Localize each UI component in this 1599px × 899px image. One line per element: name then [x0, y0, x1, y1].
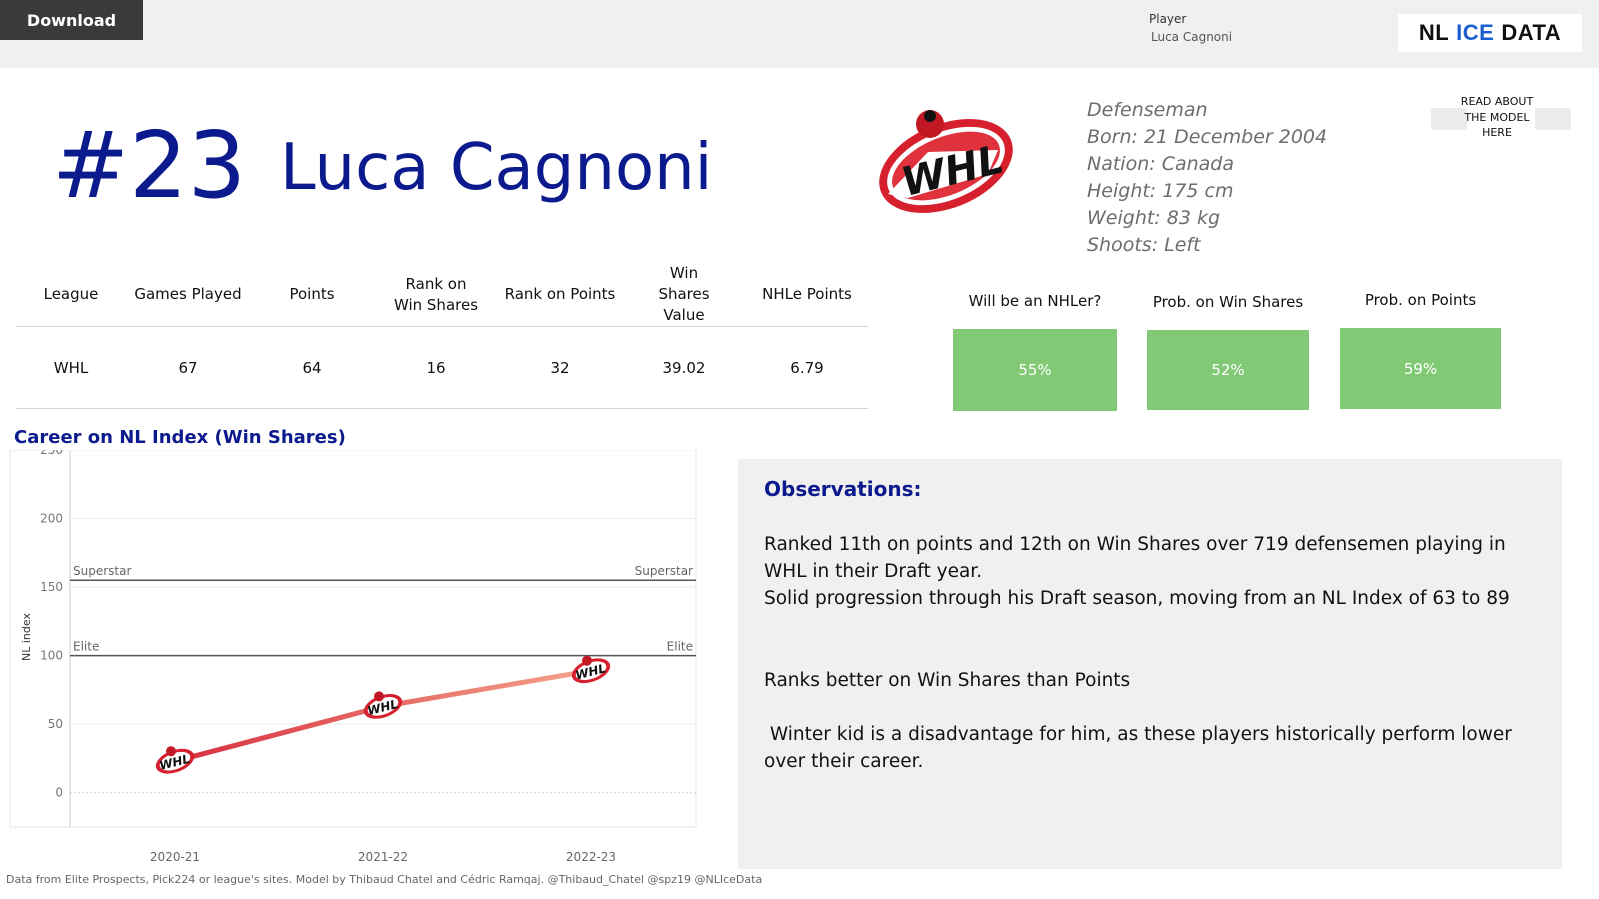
- x-tick-label: 2021-22: [358, 850, 408, 864]
- x-tick-label: 2022-23: [566, 850, 616, 864]
- y-tick-label: 100: [40, 649, 63, 663]
- player-name: Luca Cagnoni: [280, 131, 713, 205]
- observation-2: Solid progression through his Draft seas…: [764, 588, 1510, 609]
- whl-logo-icon: [360, 689, 406, 724]
- player-bio: Defenseman Born: 21 December 2004 Nation…: [1087, 97, 1327, 259]
- y-tick-label: 50: [48, 717, 63, 731]
- bio-height: Height: 175 cm: [1087, 180, 1234, 202]
- whl-logo-icon: [152, 744, 198, 779]
- logo-part-ice: ICE: [1456, 20, 1495, 45]
- link-decoration-left: [1431, 108, 1467, 130]
- cell-games-played: 67: [126, 326, 250, 409]
- cell-league: WHL: [16, 326, 126, 409]
- player-filter-label: Player: [1149, 12, 1187, 26]
- reference-label-left: Superstar: [73, 564, 131, 578]
- observation-1: Ranked 11th on points and 12th on Win Sh…: [764, 534, 1506, 582]
- cell-win-shares-value: 39.02: [622, 326, 746, 409]
- jersey-number: #23: [52, 112, 247, 219]
- prob-title-win-shares: Prob. on Win Shares: [1152, 293, 1304, 311]
- footer-credits: Data from Elite Prospects, Pick224 or le…: [6, 873, 763, 886]
- stats-table: League Games Played Points Rank on Win S…: [16, 263, 868, 409]
- reference-label-right: Superstar: [635, 564, 693, 578]
- cell-nhle-points: 6.79: [746, 326, 868, 409]
- prob-card-win-shares: Prob. on Win Shares 52%: [1147, 284, 1309, 410]
- prob-card-points: Prob. on Points 59%: [1340, 282, 1501, 409]
- stats-header-row: League Games Played Points Rank on Win S…: [16, 263, 868, 327]
- col-win-shares-value: Win Shares Value: [658, 264, 710, 324]
- y-tick-label: 150: [40, 580, 63, 594]
- bio-position: Defenseman: [1087, 99, 1208, 121]
- observations-panel: Observations: Ranked 11th on points and …: [738, 459, 1562, 869]
- read-about-model-link[interactable]: READ ABOUT THE MODEL HERE: [1423, 78, 1571, 160]
- prob-value-nhler: 55%: [953, 329, 1117, 411]
- y-tick-label: 0: [55, 786, 63, 800]
- prob-card-nhler: Will be an NHLer? 55%: [953, 283, 1117, 411]
- bio-weight: Weight: 83 kg: [1087, 207, 1221, 229]
- logo-part-nl: NL: [1418, 20, 1450, 45]
- x-tick-label: 2020-21: [150, 850, 200, 864]
- download-button[interactable]: Download: [0, 0, 143, 40]
- prob-title-points: Prob. on Points: [1364, 291, 1477, 309]
- observations-heading: Observations:: [764, 477, 922, 501]
- col-rank-win-shares: Rank on Win Shares: [393, 274, 479, 314]
- y-tick-label: 200: [40, 512, 63, 526]
- reference-label-left: Elite: [73, 640, 99, 654]
- nl-ice-data-logo: NL ICE DATA: [1398, 14, 1582, 52]
- y-tick-label: 250: [40, 450, 63, 457]
- cell-rank-win-shares: 16: [374, 326, 498, 409]
- model-link-line2: THE MODEL: [1464, 110, 1530, 124]
- table-row: WHL 67 64 16 32 39.02 6.79: [16, 326, 868, 409]
- cell-rank-points: 32: [498, 326, 622, 409]
- prob-title-nhler: Will be an NHLer?: [968, 292, 1102, 310]
- player-filter-value[interactable]: Luca Cagnoni: [1151, 30, 1233, 44]
- y-axis-label: NL index: [20, 613, 33, 661]
- bio-shoots: Shoots: Left: [1087, 234, 1201, 256]
- top-bar: Download Player Luca Cagnoni NL ICE DATA: [0, 0, 1599, 68]
- whl-logo-icon: [568, 653, 614, 688]
- reference-label-right: Elite: [667, 640, 693, 654]
- model-link-line3: HERE: [1482, 126, 1512, 139]
- prob-value-points: 59%: [1340, 328, 1501, 409]
- cell-points: 64: [250, 326, 374, 409]
- col-rank-points: Rank on Points: [504, 285, 616, 303]
- logo-part-data: DATA: [1501, 20, 1562, 45]
- col-points: Points: [289, 285, 335, 303]
- observation-4: Winter kid is a disadvantage for him, as…: [764, 724, 1518, 772]
- player-filter[interactable]: Player Luca Cagnoni: [1149, 12, 1232, 44]
- observation-3: Ranks better on Win Shares than Points: [764, 670, 1131, 691]
- model-link-line1: READ ABOUT: [1460, 95, 1534, 108]
- chart-title: Career on NL Index (Win Shares): [14, 427, 346, 448]
- chart-frame: [9, 450, 697, 828]
- col-nhle-points: NHLe Points: [762, 285, 852, 303]
- prob-value-win-shares: 52%: [1147, 330, 1309, 410]
- col-games-played: Games Played: [134, 285, 242, 303]
- whl-logo-icon: WHL: [879, 110, 1013, 213]
- col-league: League: [43, 285, 99, 303]
- bio-born: Born: 21 December 2004: [1087, 126, 1328, 148]
- bio-nation: Nation: Canada: [1087, 153, 1234, 175]
- link-decoration-right: [1535, 108, 1571, 130]
